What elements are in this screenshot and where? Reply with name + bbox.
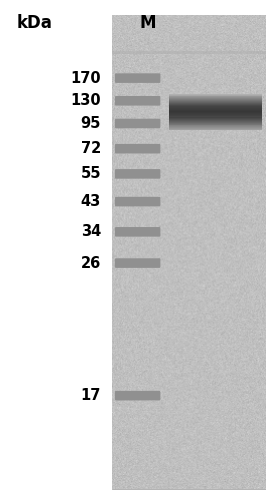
Bar [169, 123, 262, 124]
Bar [169, 127, 262, 128]
Bar [169, 104, 262, 105]
Text: M: M [139, 14, 156, 32]
Bar [169, 121, 262, 122]
Text: kDa: kDa [17, 14, 52, 32]
Bar [169, 124, 262, 125]
FancyBboxPatch shape [115, 391, 160, 400]
Bar [169, 127, 262, 128]
Text: 34: 34 [81, 224, 101, 239]
Bar [169, 125, 262, 127]
Bar [169, 129, 262, 130]
Bar [112, 15, 266, 489]
Bar [169, 128, 262, 129]
Bar [169, 113, 262, 114]
Bar [112, 51, 266, 54]
Bar [169, 96, 262, 97]
Text: 95: 95 [81, 116, 101, 131]
Bar [169, 105, 262, 106]
Bar [169, 116, 262, 117]
Text: 17: 17 [81, 388, 101, 403]
Text: 72: 72 [81, 141, 101, 156]
Bar [169, 95, 262, 96]
Bar [169, 94, 262, 95]
Bar [169, 118, 262, 119]
Bar [169, 122, 262, 123]
Bar [169, 102, 262, 103]
Bar [169, 108, 262, 109]
Bar [169, 113, 262, 114]
Text: 55: 55 [81, 166, 101, 181]
Bar [169, 122, 262, 123]
Text: 130: 130 [70, 93, 101, 108]
Text: 170: 170 [70, 71, 101, 86]
Bar [169, 99, 262, 100]
Bar [169, 117, 262, 118]
Bar [169, 109, 262, 110]
Bar [169, 114, 262, 115]
Bar [169, 119, 262, 120]
FancyBboxPatch shape [115, 227, 160, 237]
Bar [169, 98, 262, 99]
Bar [169, 101, 262, 102]
FancyBboxPatch shape [115, 144, 160, 154]
FancyBboxPatch shape [115, 197, 160, 207]
Bar [169, 95, 262, 96]
Bar [169, 110, 262, 111]
FancyBboxPatch shape [115, 96, 160, 106]
FancyBboxPatch shape [115, 259, 160, 268]
Text: 43: 43 [81, 194, 101, 209]
Bar [169, 111, 262, 112]
Bar [169, 97, 262, 98]
Text: 26: 26 [81, 256, 101, 271]
Bar [169, 120, 262, 121]
FancyBboxPatch shape [115, 118, 160, 128]
Bar [169, 106, 262, 107]
Bar [169, 103, 262, 104]
FancyBboxPatch shape [115, 74, 160, 83]
Bar [169, 115, 262, 116]
FancyBboxPatch shape [115, 169, 160, 178]
Bar [169, 104, 262, 105]
Bar [169, 107, 262, 108]
Bar [169, 112, 262, 113]
Bar [169, 100, 262, 101]
